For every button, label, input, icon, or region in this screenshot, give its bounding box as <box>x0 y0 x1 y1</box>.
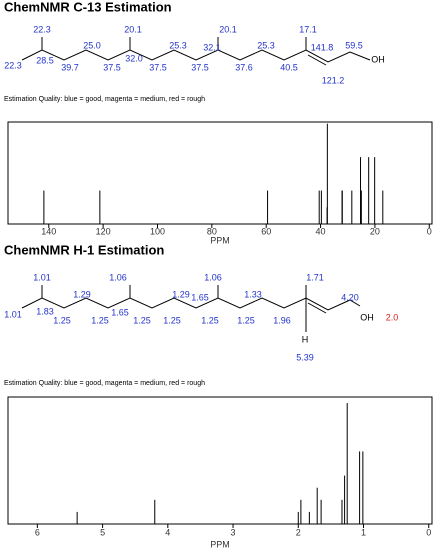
x-tick-label: 0 <box>426 527 431 537</box>
x-axis-label: PPM <box>210 235 230 245</box>
shift-label: 37.5 <box>191 62 209 72</box>
shift-label: 4.20 <box>341 292 359 302</box>
shift-label: 39.7 <box>61 62 79 72</box>
chart-title: ChemNMR H-1 Estimation <box>4 242 164 257</box>
plot-frame <box>7 396 433 525</box>
shift-label: 1.01 <box>33 272 51 282</box>
shift-label: 1.06 <box>204 272 222 282</box>
shift-label: 2.0 <box>386 312 399 322</box>
shift-label: 17.1 <box>299 24 317 34</box>
shift-label: 1.25 <box>133 315 151 325</box>
quality-note: Estimation Quality: blue = good, magenta… <box>4 380 205 387</box>
shift-label: 1.25 <box>163 315 181 325</box>
shift-label: 32.1 <box>203 42 221 52</box>
shift-label: 37.6 <box>235 62 253 72</box>
x-tick-label: 80 <box>207 226 217 236</box>
x-tick-label: 5 <box>100 527 105 537</box>
shift-label: 25.3 <box>169 40 187 50</box>
shift-label: 1.71 <box>306 272 324 282</box>
x-tick-label: 1 <box>361 527 366 537</box>
shift-label: 1.83 <box>36 306 54 316</box>
quality-note: Estimation Quality: blue = good, magenta… <box>4 96 205 103</box>
shift-label: 1.01 <box>4 309 22 319</box>
plot-frame <box>7 121 433 225</box>
shift-label: 25.0 <box>83 40 101 50</box>
shift-label: 5.39 <box>296 352 314 362</box>
shift-label: 37.5 <box>103 62 121 72</box>
x-tick-label: 40 <box>316 226 326 236</box>
shift-label: 121.2 <box>322 75 345 85</box>
shift-label: 141.8 <box>311 42 334 52</box>
shift-label: 1.65 <box>111 307 129 317</box>
x-tick-label: 120 <box>96 226 111 236</box>
shift-label: 1.33 <box>244 289 262 299</box>
shift-label: 40.5 <box>280 62 298 72</box>
shift-label: 1.25 <box>237 315 255 325</box>
shift-label: 22.3 <box>4 60 22 70</box>
x-tick-label: 4 <box>165 527 170 537</box>
x-axis-label: PPM <box>210 539 230 549</box>
shift-label: 25.3 <box>257 40 275 50</box>
shift-label: 1.65 <box>191 292 209 302</box>
shift-label: 37.5 <box>149 62 167 72</box>
shift-label: 32.0 <box>125 53 143 63</box>
shift-label: 1.96 <box>273 315 291 325</box>
h1-skeleton <box>21 285 361 332</box>
x-tick-label: 3 <box>231 527 236 537</box>
x-tick-label: 100 <box>150 226 165 236</box>
shift-label: 1.25 <box>53 315 71 325</box>
shift-label: 20.1 <box>219 24 237 34</box>
shift-label: 22.3 <box>33 24 51 34</box>
x-tick-label: 20 <box>370 226 380 236</box>
shift-label: 1.25 <box>201 315 219 325</box>
x-tick-label: 60 <box>261 226 271 236</box>
shift-label: 59.5 <box>345 40 363 50</box>
shift-label: 1.29 <box>73 289 91 299</box>
shift-label: 1.29 <box>172 289 190 299</box>
c13-skeleton <box>21 37 371 66</box>
x-tick-label: 6 <box>35 527 40 537</box>
x-tick-label: 140 <box>41 226 56 236</box>
chart-title: ChemNMR C-13 Estimation <box>4 0 172 14</box>
x-tick-label: 0 <box>427 226 432 236</box>
shift-label: OH <box>371 54 385 64</box>
shift-label: 20.1 <box>124 24 142 34</box>
shift-label: 1.25 <box>91 315 109 325</box>
shift-label: 1.06 <box>109 272 127 282</box>
shift-label: H <box>302 334 309 344</box>
x-tick-label: 2 <box>296 527 301 537</box>
shift-label: 28.5 <box>36 55 54 65</box>
shift-label: OH <box>360 312 374 322</box>
